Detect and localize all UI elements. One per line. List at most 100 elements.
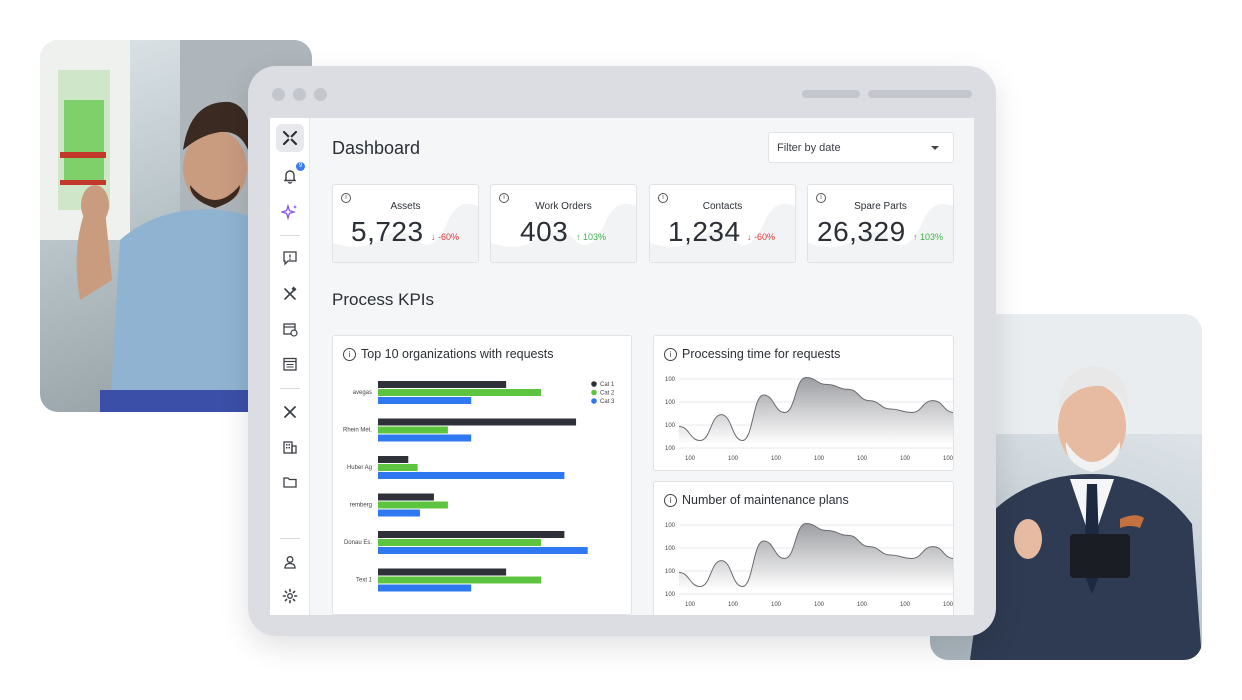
category-label: Huber Ag [347,465,372,471]
message-alert-icon[interactable] [276,244,304,272]
x-tick-label: 100 [900,602,911,608]
kpi-label: Contacts [702,201,743,212]
bar-cat-1 [378,381,507,388]
x-tick-label: 100 [728,602,739,608]
legend-swatch [591,389,597,396]
gear-icon[interactable] [276,582,304,610]
user-icon[interactable] [276,548,304,576]
chart-card-top-organizations: i Top 10 organizations with requests aveg… [332,335,632,615]
area-chart: 100 100 100 100 100 100 100 100 100 100 100 [665,376,954,462]
kpi-value: 26,329 [817,216,906,247]
info-icon: i [664,347,677,361]
bar-cat-3 [378,397,472,404]
legend-label: Cat 2 [600,391,615,397]
building-icon[interactable] [276,433,304,461]
kpi-value: 1,234 [668,216,741,247]
x-tick-label: 100 [771,456,782,462]
bar-cat-1 [378,456,409,463]
y-tick-label: 100 [665,377,676,383]
chevron-down-icon [931,146,939,150]
folder-icon[interactable] [276,468,304,496]
tools-icon[interactable] [276,280,304,308]
kpi-delta: ↑ 103% [576,232,607,242]
date-filter-select[interactable]: Filter by date [768,132,954,163]
sidebar-divider [280,538,300,539]
chart-title: Top 10 organizations with requests [361,347,554,361]
info-icon: i [343,347,356,361]
bar-cat-1 [378,493,434,501]
category-label: Rhein Met. [343,428,372,434]
bar-cat-2 [378,389,542,396]
legend-label: Cat 3 [600,399,615,405]
area-fill [679,523,953,590]
kpi-label: Work Orders [535,201,592,212]
bar-cat-2 [378,426,448,434]
section-title: Process KPIs [332,290,435,309]
kpi-card-contacts[interactable]: i Contacts 1,234 ↓ -60% [649,184,796,263]
y-tick-label: 100 [665,423,676,429]
bar-cat-2 [378,539,542,546]
kpi-value: 5,723 [351,216,424,247]
info-icon: i [341,193,351,203]
bar-cat-3 [378,509,420,517]
chart-title: Processing time for requests [682,347,841,361]
kpi-label: Spare Parts [854,201,907,212]
info-icon: i [816,193,826,203]
x-tick-label: 100 [857,456,868,462]
window-dot [293,88,306,101]
info-icon: i [664,493,677,507]
notification-badge: 9 [296,162,305,171]
bar-cat-2 [378,576,542,584]
legend-label: Cat 1 [600,382,615,388]
area-line [678,376,953,442]
kpi-label: Assets [390,201,421,212]
kpi-card-spare-parts[interactable]: i Spare Parts 26,329 ↑ 103% [807,184,954,263]
x-tick-label: 100 [814,602,825,608]
area-chart: 100 100 100 100 100 100 100 100 100 100 100 [665,522,954,608]
bar-chart: avegas Rhein Met. Huber Ag remberg Donau Es.… [343,381,615,592]
kpi-delta: ↓ -60% [431,232,460,242]
x-tick-label: 100 [943,456,954,462]
legend-swatch [591,398,597,404]
bar-cat-3 [378,584,472,592]
x-tick-label: 100 [728,456,739,462]
kpi-card-work-orders[interactable]: i Work Orders 403 ↑ 103% [490,184,637,263]
chart-card-maintenance-plans: i Number of maintenance plans 100 100 100 10… [653,481,954,615]
area-fill [679,377,953,444]
logo-icon[interactable] [276,124,304,152]
sidebar-divider [280,388,300,389]
bell-icon[interactable]: 9 [276,162,305,190]
app-window: 9 [248,66,996,636]
sidebar-divider [280,235,300,236]
bar-cat-3 [378,434,472,442]
category-label: remberg [350,503,372,509]
kpi-card-assets[interactable]: i Assets 5,723 ↓ -60% [332,184,479,263]
sparkle-icon[interactable] [276,198,304,226]
info-icon: i [499,193,509,203]
legend-swatch [591,381,597,387]
y-tick-label: 100 [665,546,676,552]
y-tick-label: 100 [665,592,676,598]
bar-cat-1 [378,418,577,426]
page-title: Dashboard [332,138,421,158]
y-tick-label: 100 [665,569,676,575]
dashboard-app: 9 [270,118,974,615]
info-icon: i [658,193,668,203]
area-line [678,522,953,588]
kpi-value: 403 [520,216,569,247]
window-dot [272,88,285,101]
y-tick-label: 100 [665,523,676,529]
window-bar-placeholder [802,90,860,98]
x-tick-label: 100 [814,456,825,462]
calendar-list-icon[interactable] [276,350,304,378]
kpi-delta: ↓ -60% [747,232,776,242]
x-tick-label: 100 [857,602,868,608]
chart-title: Number of maintenance plans [682,493,849,507]
logo-small-icon[interactable] [276,398,304,426]
bar-cat-3 [378,547,588,554]
x-tick-label: 100 [943,602,954,608]
calendar-clock-icon[interactable] [276,315,304,343]
bar-cat-1 [378,568,507,576]
y-tick-label: 100 [665,446,676,452]
